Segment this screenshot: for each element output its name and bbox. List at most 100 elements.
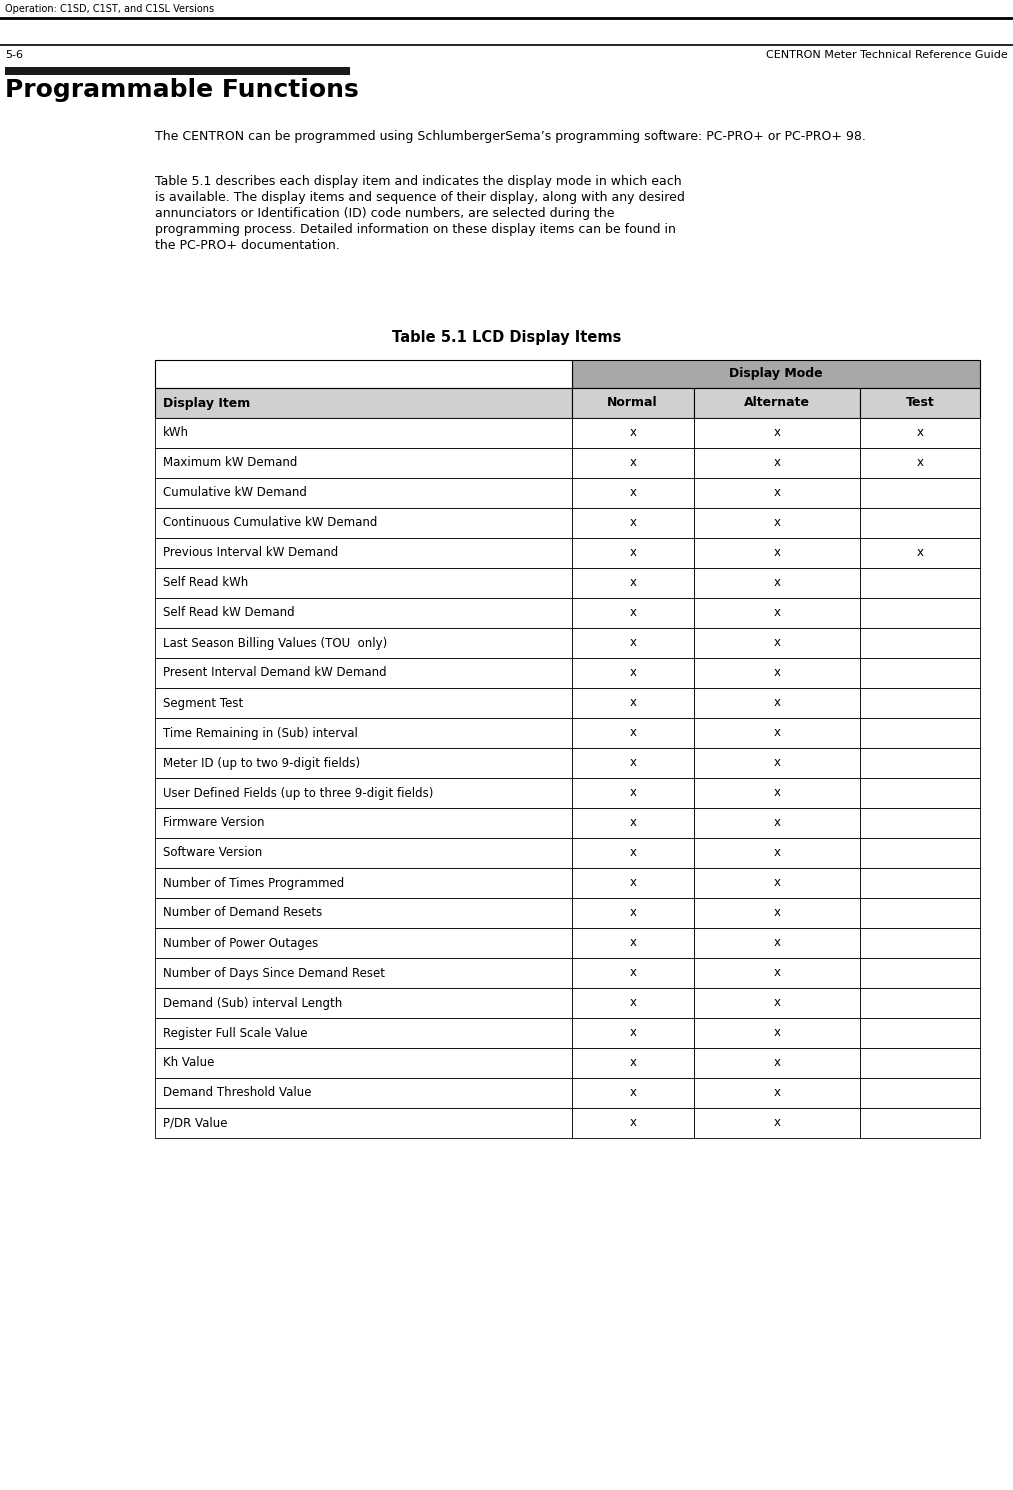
Bar	[155, 958, 571, 988]
Bar	[155, 748, 571, 778]
Text: x: x	[774, 1056, 781, 1070]
Text: x: x	[629, 636, 636, 650]
Text: x: x	[629, 787, 636, 800]
Bar	[694, 1047, 860, 1077]
Bar	[155, 1109, 571, 1138]
Bar	[694, 988, 860, 1018]
Bar	[694, 869, 860, 898]
Bar	[694, 1018, 860, 1047]
Text: x: x	[629, 1027, 636, 1040]
Text: x: x	[774, 787, 781, 800]
Text: x: x	[629, 517, 636, 529]
Text: P/DR Value: P/DR Value	[163, 1116, 228, 1129]
Text: Previous Interval kW Demand: Previous Interval kW Demand	[163, 547, 338, 560]
Bar	[571, 988, 694, 1018]
Text: programming process. Detailed information on these display items can be found in: programming process. Detailed informatio…	[155, 224, 676, 235]
Bar	[860, 1018, 980, 1047]
Bar	[571, 837, 694, 869]
Bar	[694, 568, 860, 597]
Text: x: x	[629, 937, 636, 949]
Bar	[694, 928, 860, 958]
Text: Number of Demand Resets: Number of Demand Resets	[163, 906, 322, 919]
Text: x: x	[629, 696, 636, 709]
Text: Firmware Version: Firmware Version	[163, 817, 264, 830]
Text: x: x	[774, 967, 781, 979]
Text: x: x	[774, 606, 781, 620]
Bar	[155, 1047, 571, 1077]
Text: x: x	[774, 696, 781, 709]
Text: x: x	[774, 937, 781, 949]
Text: Self Read kWh: Self Read kWh	[163, 577, 248, 590]
Text: x: x	[774, 1027, 781, 1040]
Text: annunciators or Identification (ID) code numbers, are selected during the: annunciators or Identification (ID) code…	[155, 207, 615, 221]
Bar	[694, 748, 860, 778]
Text: x: x	[629, 727, 636, 739]
Bar	[571, 869, 694, 898]
Text: Number of Power Outages: Number of Power Outages	[163, 937, 318, 949]
Text: Maximum kW Demand: Maximum kW Demand	[163, 456, 298, 469]
Bar	[571, 718, 694, 748]
Text: User Defined Fields (up to three 9-digit fields): User Defined Fields (up to three 9-digit…	[163, 787, 434, 800]
Text: x: x	[629, 906, 636, 919]
Bar	[860, 869, 980, 898]
Text: is available. The display items and sequence of their display, along with any de: is available. The display items and sequ…	[155, 191, 685, 204]
Text: x: x	[774, 577, 781, 590]
Text: x: x	[629, 456, 636, 469]
Text: Meter ID (up to two 9-digit fields): Meter ID (up to two 9-digit fields)	[163, 757, 361, 769]
Bar	[571, 419, 694, 448]
Bar	[155, 928, 571, 958]
Bar	[155, 837, 571, 869]
Bar	[571, 748, 694, 778]
Text: x: x	[629, 757, 636, 769]
Text: x: x	[629, 666, 636, 679]
Bar	[860, 808, 980, 837]
Bar	[5, 67, 350, 74]
Bar	[155, 538, 571, 568]
Bar	[155, 659, 571, 688]
Text: x: x	[774, 456, 781, 469]
Bar	[694, 597, 860, 627]
Text: x: x	[774, 757, 781, 769]
Bar	[860, 988, 980, 1018]
Bar	[571, 568, 694, 597]
Text: Display Item: Display Item	[163, 396, 250, 410]
Text: x: x	[774, 426, 781, 440]
Bar	[694, 808, 860, 837]
Bar	[694, 718, 860, 748]
Bar	[860, 1047, 980, 1077]
Text: Alternate: Alternate	[745, 396, 810, 410]
Text: x: x	[774, 997, 781, 1010]
Text: x: x	[629, 967, 636, 979]
Bar	[155, 1077, 571, 1109]
Text: Programmable Functions: Programmable Functions	[5, 77, 359, 101]
Text: Test: Test	[906, 396, 935, 410]
Text: Table 5.1 LCD Display Items: Table 5.1 LCD Display Items	[392, 329, 621, 346]
Bar	[571, 688, 694, 718]
Text: Present Interval Demand kW Demand: Present Interval Demand kW Demand	[163, 666, 387, 679]
Text: CENTRON Meter Technical Reference Guide: CENTRON Meter Technical Reference Guide	[766, 51, 1008, 60]
Bar	[860, 568, 980, 597]
Bar	[860, 659, 980, 688]
Bar	[571, 478, 694, 508]
Text: x: x	[774, 876, 781, 890]
Text: x: x	[629, 876, 636, 890]
Bar	[571, 538, 694, 568]
Text: Number of Times Programmed: Number of Times Programmed	[163, 876, 344, 890]
Bar	[571, 928, 694, 958]
Bar	[860, 419, 980, 448]
Bar	[155, 361, 571, 387]
Bar	[155, 898, 571, 928]
Bar	[860, 958, 980, 988]
Bar	[860, 928, 980, 958]
Text: x: x	[774, 1086, 781, 1100]
Bar	[860, 688, 980, 718]
Text: Demand Threshold Value: Demand Threshold Value	[163, 1086, 312, 1100]
Bar	[571, 898, 694, 928]
Text: x: x	[774, 547, 781, 560]
Text: Demand (Sub) interval Length: Demand (Sub) interval Length	[163, 997, 342, 1010]
Bar	[860, 778, 980, 808]
Bar	[694, 387, 860, 419]
Bar	[155, 869, 571, 898]
Text: Display Mode: Display Mode	[729, 368, 823, 380]
Bar	[155, 688, 571, 718]
